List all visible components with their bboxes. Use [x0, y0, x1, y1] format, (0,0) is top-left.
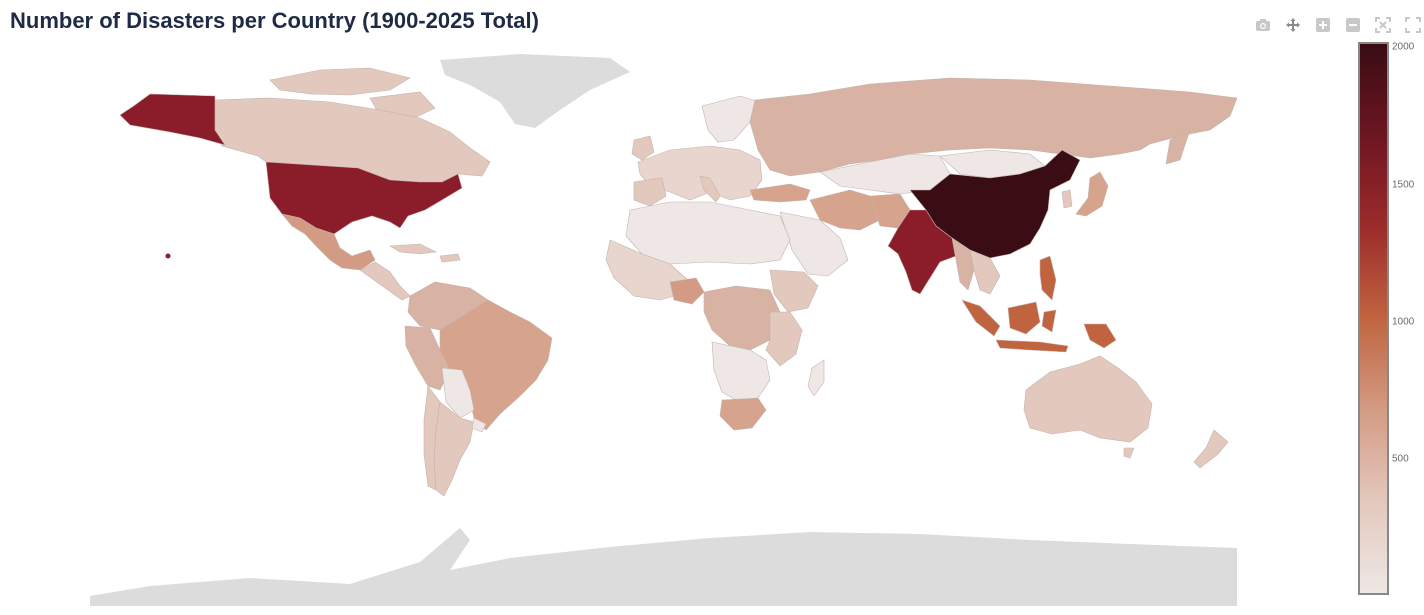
country-tasmania[interactable] [1123, 447, 1135, 459]
country-madagascar[interactable] [807, 359, 825, 397]
country-canada-islands[interactable] [269, 67, 411, 96]
zoom-in-icon[interactable] [1312, 14, 1334, 36]
country-iberia[interactable] [633, 177, 667, 207]
country-italy[interactable] [699, 175, 721, 203]
colorbar-tick-label: 1000 [1392, 316, 1415, 328]
country-russia[interactable] [749, 77, 1237, 177]
reset-view-icon[interactable] [1372, 14, 1394, 36]
country-west-africa[interactable] [605, 239, 689, 301]
country-indonesia-sumatra[interactable] [961, 299, 1001, 337]
country-chile[interactable] [423, 385, 441, 491]
colorbar-tick-label: 1500 [1392, 179, 1415, 191]
colorbar-tick-label: 2000 [1392, 41, 1415, 53]
chart-title: Number of Disasters per Country (1900-20… [10, 8, 539, 33]
country-india[interactable] [887, 209, 963, 295]
country-turkey[interactable] [749, 183, 811, 203]
autoscale-icon[interactable] [1402, 14, 1424, 36]
country-new-zealand[interactable] [1193, 429, 1229, 469]
colorbar [1358, 42, 1389, 595]
pan-icon[interactable] [1282, 14, 1304, 36]
greenland[interactable] [440, 54, 630, 128]
country-central-america[interactable] [359, 261, 411, 301]
country-usa-hawaii[interactable] [165, 253, 171, 259]
country-argentina[interactable] [433, 401, 475, 497]
country-cuba[interactable] [389, 243, 438, 255]
country-philippines[interactable] [1039, 255, 1057, 301]
country-korea[interactable] [1061, 189, 1073, 209]
country-australia[interactable] [1023, 355, 1153, 443]
country-central-africa[interactable] [703, 285, 781, 351]
antarctica[interactable] [90, 528, 1237, 606]
country-indonesia-sulawesi[interactable] [1041, 309, 1057, 333]
country-uk-ireland[interactable] [631, 135, 655, 161]
country-mexico[interactable] [281, 213, 376, 271]
world-choropleth-map[interactable] [90, 50, 1237, 606]
country-uruguay[interactable] [471, 417, 487, 433]
country-iran-middle-east[interactable] [809, 189, 881, 231]
country-south-africa[interactable] [719, 397, 767, 431]
country-southern-africa[interactable] [711, 341, 771, 403]
country-nigeria[interactable] [669, 277, 705, 305]
country-bolivia-paraguay[interactable] [441, 367, 475, 419]
country-indonesia-java[interactable] [995, 339, 1069, 353]
country-png[interactable] [1083, 323, 1117, 349]
country-scandinavia[interactable] [701, 95, 761, 143]
country-east-africa[interactable] [765, 311, 803, 367]
modebar-toolbar [1252, 14, 1424, 36]
country-indonesia-borneo[interactable] [1007, 301, 1041, 335]
zoom-out-icon[interactable] [1342, 14, 1364, 36]
country-arabia[interactable] [779, 211, 849, 277]
country-southeast-asia[interactable] [969, 249, 1001, 295]
country-north-africa[interactable] [625, 201, 791, 265]
country-hispaniola[interactable] [439, 253, 461, 263]
camera-icon[interactable] [1252, 14, 1274, 36]
country-japan[interactable] [1075, 171, 1109, 217]
country-usa-alaska[interactable] [119, 93, 226, 146]
country-peru-ecuador[interactable] [404, 325, 451, 391]
country-kamchatka-russia[interactable] [1165, 129, 1191, 165]
colorbar-tick-label: 500 [1392, 453, 1409, 465]
country-ethiopia-horn[interactable] [769, 269, 819, 313]
colorbar-gradient [1360, 44, 1387, 593]
